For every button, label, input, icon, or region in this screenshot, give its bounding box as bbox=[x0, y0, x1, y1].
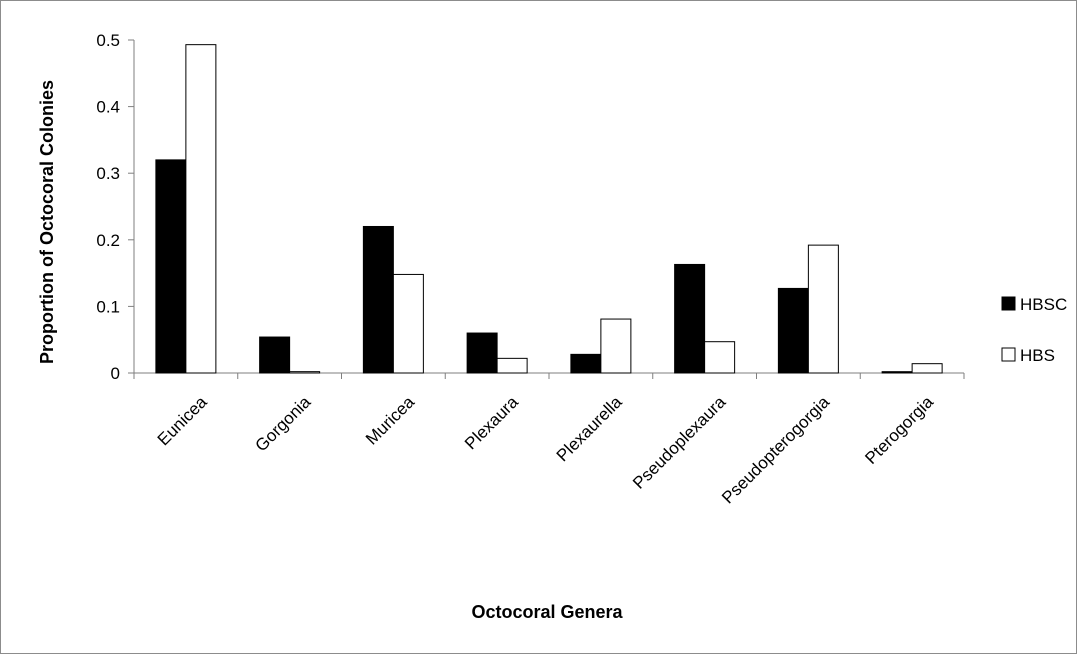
y-tick-label: 0.5 bbox=[96, 31, 120, 50]
x-tick-label: Pseudoplexaura bbox=[629, 392, 730, 493]
bar-hbsc-pseudopterogorgia bbox=[777, 287, 809, 374]
legend-label-hbsc: HBSC bbox=[1020, 295, 1067, 314]
bar-hbsc-muricea bbox=[362, 225, 394, 374]
bar-hbsc-eunicea bbox=[155, 159, 187, 374]
bar-hbsc-plexaura bbox=[466, 332, 498, 374]
bar-hbs-plexaurella bbox=[600, 318, 632, 374]
y-ticks: 0 0.1 0.2 0.3 0.4 0.5 bbox=[96, 31, 134, 383]
bar-hbsc-pseudoplexaura bbox=[674, 263, 706, 374]
bar-hbs-muricea bbox=[392, 273, 424, 374]
bar-hbsc-pterogorgia bbox=[881, 371, 913, 374]
y-tick-label: 0.1 bbox=[96, 297, 120, 316]
bar-hbsc-plexaurella bbox=[570, 353, 602, 374]
x-tick-label: Plexaurella bbox=[553, 392, 626, 465]
y-tick-label: 0 bbox=[111, 364, 120, 383]
bars bbox=[155, 44, 943, 374]
x-ticks bbox=[133, 373, 965, 379]
x-tick-label: Pterogorgia bbox=[861, 392, 937, 468]
x-tick-labels: Eunicea Gorgonia Muricea Plexaura Plexaurell… bbox=[154, 392, 938, 507]
x-tick-label: Plexaura bbox=[461, 392, 522, 453]
x-tick-label: Pseudopterogorgia bbox=[718, 392, 833, 507]
legend: HBSC HBS bbox=[1001, 295, 1067, 365]
y-tick-label: 0.4 bbox=[96, 98, 120, 117]
legend-swatch-hbs bbox=[1001, 347, 1016, 362]
y-tick-label: 0.2 bbox=[96, 231, 120, 250]
x-tick-label: Eunicea bbox=[154, 392, 211, 449]
bar-hbs-pseudoplexaura bbox=[704, 341, 736, 374]
legend-swatch-hbsc bbox=[1001, 296, 1016, 311]
bar-hbs-pseudopterogorgia bbox=[807, 244, 839, 374]
y-axis-title: Proportion of Octocoral Colonies bbox=[37, 80, 57, 364]
bar-hbs-pterogorgia bbox=[911, 363, 943, 374]
bar-hbs-gorgonia bbox=[289, 371, 321, 374]
bar-hbs-eunicea bbox=[185, 44, 217, 374]
x-axis-title: Octocoral Genera bbox=[471, 602, 623, 622]
bar-hbs-plexaura bbox=[496, 357, 528, 374]
y-tick-label: 0.3 bbox=[96, 164, 120, 183]
x-tick-label: Muricea bbox=[362, 392, 419, 449]
x-tick-label: Gorgonia bbox=[252, 392, 315, 455]
legend-label-hbs: HBS bbox=[1020, 346, 1055, 365]
bar-hbsc-gorgonia bbox=[259, 336, 291, 374]
axes bbox=[133, 40, 964, 374]
